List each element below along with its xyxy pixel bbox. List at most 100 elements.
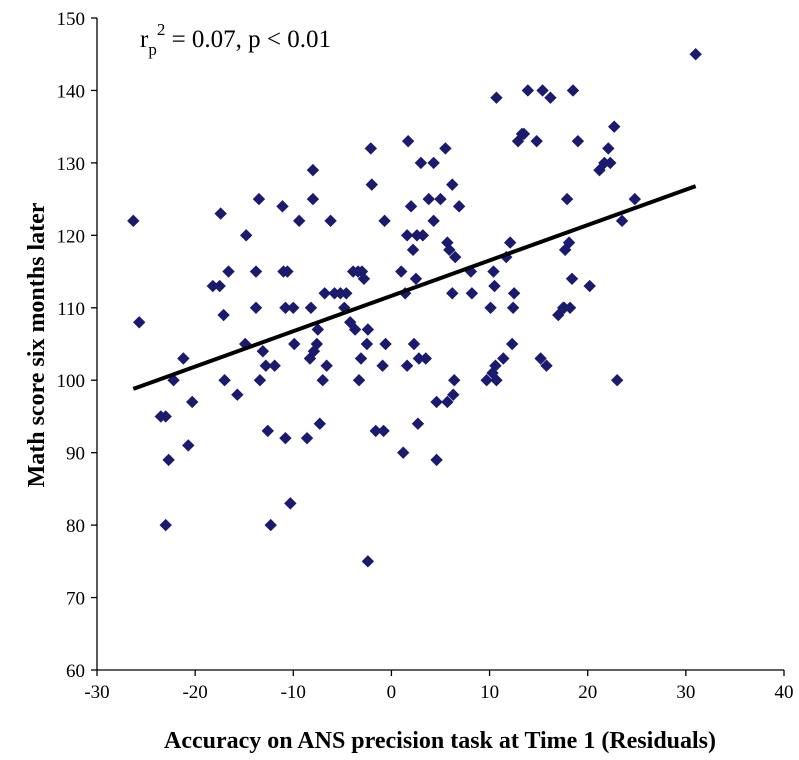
axes	[91, 17, 785, 676]
data-point	[540, 359, 553, 372]
y-tick-label: 150	[57, 9, 86, 30]
data-point	[369, 424, 382, 438]
correlation-annotation: rp2 = 0.07, p < 0.01	[140, 20, 331, 59]
data-point	[284, 497, 297, 510]
data-point	[127, 214, 140, 228]
data-point	[264, 518, 277, 532]
data-point	[310, 337, 324, 351]
x-tick-label: 20	[578, 682, 597, 703]
data-point	[231, 388, 244, 401]
data-point	[544, 91, 557, 104]
data-point	[261, 424, 274, 438]
data-point	[276, 200, 289, 213]
data-point	[452, 200, 466, 213]
data-point	[593, 163, 606, 177]
data-point	[217, 308, 230, 322]
data-point	[177, 352, 190, 365]
data-point	[488, 279, 501, 293]
x-tick-label: -20	[182, 682, 207, 703]
data-point	[354, 352, 368, 365]
y-axis-title: Math score six months later	[24, 202, 50, 487]
data-point	[434, 192, 447, 206]
data-point	[259, 359, 273, 372]
data-point	[565, 272, 579, 285]
data-point	[419, 352, 432, 365]
data-point	[324, 214, 337, 228]
data-point	[446, 178, 459, 191]
data-point	[185, 395, 199, 409]
data-point	[288, 337, 301, 351]
data-point	[487, 265, 500, 278]
data-point	[222, 265, 235, 278]
data-point	[427, 156, 440, 170]
data-point	[409, 272, 423, 285]
data-point	[352, 374, 366, 387]
data-point	[608, 120, 621, 133]
data-point	[615, 214, 629, 228]
data-point	[316, 374, 329, 387]
data-point	[500, 250, 513, 264]
data-point	[357, 272, 371, 285]
data-point	[300, 431, 314, 445]
data-point	[206, 279, 220, 293]
data-point	[441, 395, 454, 409]
data-points	[127, 48, 702, 568]
data-point	[446, 287, 459, 300]
x-tick-label: 30	[676, 682, 695, 703]
data-point	[604, 156, 617, 170]
data-point	[422, 192, 435, 206]
data-point	[552, 308, 565, 322]
data-point	[361, 555, 375, 568]
data-point	[340, 287, 353, 300]
data-point	[534, 352, 547, 365]
annotation-superscript: 2	[157, 20, 166, 39]
data-point	[268, 359, 281, 372]
y-tick-label: 70	[66, 589, 85, 610]
data-point	[497, 352, 510, 365]
data-point	[506, 301, 520, 314]
data-point	[360, 337, 374, 351]
y-tick-label: 80	[66, 516, 85, 537]
data-point	[447, 388, 460, 401]
data-point	[218, 374, 231, 387]
data-point	[400, 229, 414, 242]
data-point	[583, 279, 596, 293]
data-point	[505, 337, 519, 351]
data-point	[558, 243, 572, 257]
data-point	[490, 374, 503, 387]
data-point	[253, 374, 267, 387]
data-point	[430, 453, 443, 467]
data-point	[239, 229, 253, 242]
data-point	[560, 192, 574, 206]
data-point	[365, 178, 378, 191]
data-point	[443, 243, 456, 257]
data-point	[279, 301, 292, 314]
data-point	[412, 352, 426, 365]
data-point	[503, 236, 517, 249]
annotation-suffix: = 0.07, p < 0.01	[165, 26, 331, 53]
y-tick-label: 110	[57, 299, 85, 320]
data-point	[281, 265, 294, 278]
data-point	[320, 359, 333, 372]
data-point	[162, 453, 175, 467]
data-point	[249, 301, 263, 314]
data-point	[377, 424, 390, 438]
data-point	[489, 359, 502, 372]
data-point	[521, 84, 535, 97]
data-point	[249, 265, 263, 278]
data-point	[159, 410, 172, 423]
data-point	[610, 374, 624, 387]
data-point	[361, 323, 375, 336]
annotation-subscript: p	[148, 40, 157, 59]
x-axis-title: Accuracy on ANS precision task at Time 1…	[164, 728, 716, 754]
data-point	[400, 359, 414, 372]
data-point	[628, 192, 642, 206]
data-point	[252, 192, 266, 206]
data-point	[256, 345, 270, 358]
data-point	[182, 439, 195, 452]
data-point	[311, 323, 325, 336]
data-point	[530, 134, 543, 148]
data-point	[490, 91, 503, 104]
data-point	[378, 214, 391, 228]
